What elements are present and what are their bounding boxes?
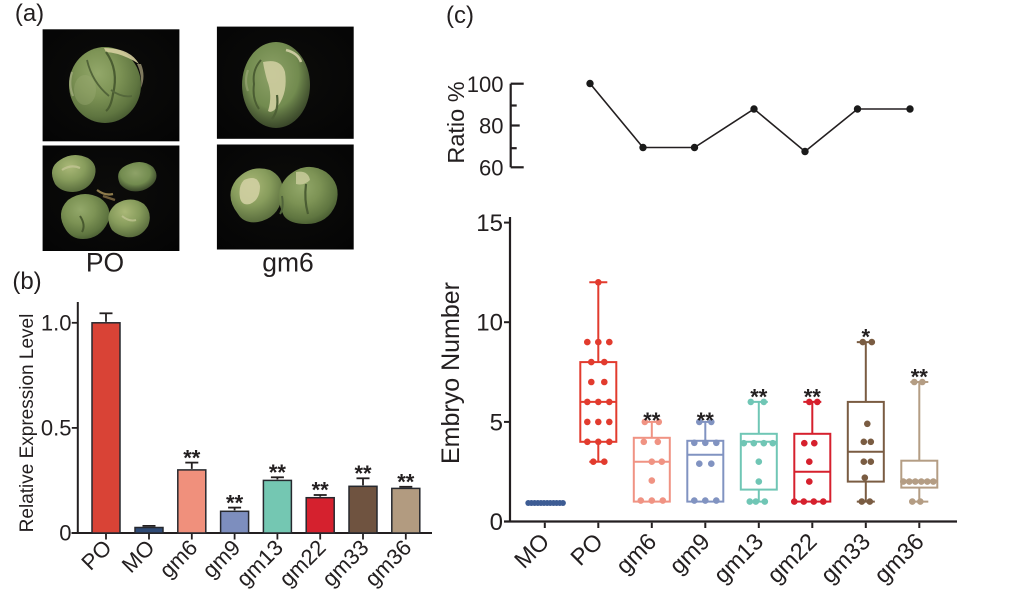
svg-text:1.0: 1.0 xyxy=(41,310,72,335)
svg-text:80: 80 xyxy=(479,114,503,139)
svg-text:Ratio %: Ratio % xyxy=(443,81,469,163)
svg-text:PO: PO xyxy=(86,248,124,278)
svg-text:**: ** xyxy=(697,408,715,433)
svg-text:gm6: gm6 xyxy=(262,248,314,278)
svg-text:**: ** xyxy=(397,470,415,495)
svg-text:*: * xyxy=(862,325,871,350)
svg-text:60: 60 xyxy=(479,155,503,180)
svg-text:(a): (a) xyxy=(15,0,44,27)
svg-text:0.5: 0.5 xyxy=(41,415,72,440)
svg-text:Embryo Number: Embryo Number xyxy=(437,282,465,464)
svg-text:0: 0 xyxy=(490,509,503,536)
svg-text:**: ** xyxy=(643,408,661,433)
svg-text:**: ** xyxy=(354,461,372,486)
svg-text:**: ** xyxy=(312,478,330,503)
svg-text:5: 5 xyxy=(490,409,503,436)
svg-text:100: 100 xyxy=(467,72,504,97)
svg-text:(c): (c) xyxy=(446,2,474,29)
svg-text:**: ** xyxy=(269,460,287,485)
svg-text:15: 15 xyxy=(476,210,503,237)
svg-text:10: 10 xyxy=(476,310,503,337)
svg-text:(b): (b) xyxy=(12,268,41,295)
svg-text:Relative Expression Level: Relative Expression Level xyxy=(17,314,38,533)
svg-text:**: ** xyxy=(750,384,768,409)
svg-text:**: ** xyxy=(911,365,929,390)
svg-text:**: ** xyxy=(183,445,201,470)
svg-text:0: 0 xyxy=(59,521,71,546)
svg-text:**: ** xyxy=(226,490,244,515)
svg-text:**: ** xyxy=(804,384,822,409)
